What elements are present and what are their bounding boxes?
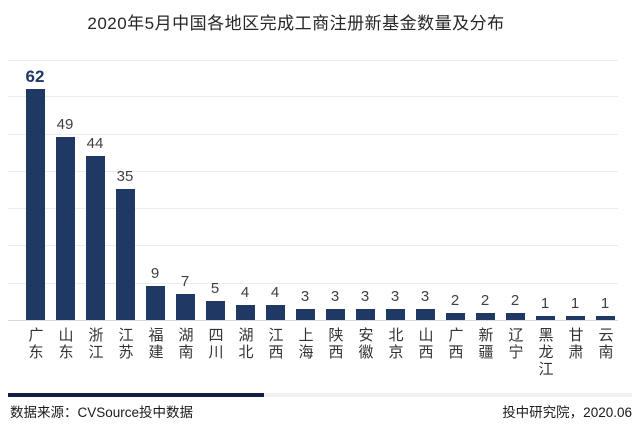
bar-chart: 62 广东 49 山东 44 浙江 35 江苏 9 福建 7 湖南 5 四川 4 湖北 4 江西 3 上海 3 陕西 3 安徽…	[8, 60, 618, 378]
bar-value-label: 3	[420, 288, 430, 305]
bar-category-label: 江西	[266, 327, 284, 361]
bar-value-label: 3	[390, 288, 400, 305]
gridline	[8, 60, 618, 61]
bar-山西	[415, 309, 435, 320]
gridline	[8, 170, 618, 172]
bar-category-label: 湖南	[176, 327, 194, 361]
bar-value-label: 7	[180, 273, 190, 290]
bar-value-label: 4	[240, 284, 250, 301]
gridline	[8, 96, 618, 98]
credit-label: 投中研究院，2020.06	[502, 405, 632, 420]
bar-value-label: 3	[360, 288, 370, 305]
bar-辽宁	[505, 313, 525, 320]
bar-value-label: 2	[510, 292, 520, 309]
bar-广东	[25, 89, 45, 320]
horizontal-scrollbar[interactable]	[8, 393, 632, 397]
bar-value-label: 5	[210, 280, 220, 297]
bar-category-label: 陕西	[326, 327, 344, 361]
bar-value-label: 3	[330, 288, 340, 305]
bar-category-label: 江苏	[116, 327, 134, 361]
bar-北京	[385, 309, 405, 320]
bar-云南	[595, 316, 615, 320]
bar-category-label: 广西	[446, 327, 464, 361]
bar-value-label: 2	[450, 292, 460, 309]
bar-category-label: 浙江	[86, 327, 104, 361]
bar-江苏	[115, 189, 135, 320]
bar-value-label: 1	[600, 295, 610, 312]
x-axis-line	[8, 320, 618, 321]
gridline	[8, 282, 618, 284]
bar-value-label: 3	[300, 288, 310, 305]
bar-value-label: 1	[540, 295, 550, 312]
scrollbar-thumb[interactable]	[8, 393, 264, 397]
bar-category-label: 湖北	[236, 327, 254, 361]
bar-广西	[445, 313, 465, 320]
bar-category-label: 四川	[206, 327, 224, 361]
data-source-label: 数据来源：CVSource投中数据	[10, 405, 194, 420]
bar-甘肃	[565, 316, 585, 320]
bar-category-label: 福建	[146, 327, 164, 361]
chart-title: 2020年5月中国各地区完成工商注册新基金数量及分布	[87, 14, 505, 33]
bar-value-label: 62	[25, 67, 45, 86]
bar-四川	[205, 301, 225, 320]
bar-福建	[145, 286, 165, 320]
bar-江西	[265, 305, 285, 320]
bar-浙江	[85, 156, 105, 320]
bar-上海	[295, 309, 315, 320]
bar-category-label: 黑龙江	[536, 327, 554, 378]
bar-value-label: 9	[150, 265, 160, 282]
bar-新疆	[475, 313, 495, 320]
bar-category-label: 辽宁	[506, 327, 524, 361]
bar-湖南	[175, 294, 195, 320]
bar-山东	[55, 137, 75, 320]
gridline	[8, 133, 618, 135]
bar-category-label: 广东	[26, 327, 44, 361]
bar-陕西	[325, 309, 345, 320]
bar-value-label: 44	[86, 135, 104, 152]
bar-湖北	[235, 305, 255, 320]
bar-category-label: 新疆	[476, 327, 494, 361]
bar-安徽	[355, 309, 375, 320]
gridline	[8, 208, 618, 210]
chart-footer: 数据来源：CVSource投中数据 投中研究院，2020.06	[10, 401, 632, 421]
bar-黑龙江	[535, 316, 555, 320]
bar-category-label: 安徽	[356, 327, 374, 361]
bar-category-label: 山西	[416, 327, 434, 361]
bar-value-label: 2	[480, 292, 490, 309]
bar-category-label: 云南	[596, 327, 614, 361]
bar-category-label: 上海	[296, 327, 314, 361]
gridline	[8, 245, 618, 247]
bar-value-label: 1	[570, 295, 580, 312]
bar-value-label: 35	[116, 168, 134, 185]
bar-value-label: 4	[270, 284, 280, 301]
bar-category-label: 山东	[56, 327, 74, 361]
bar-category-label: 甘肃	[566, 327, 584, 361]
bar-category-label: 北京	[386, 327, 404, 361]
bar-value-label: 49	[56, 116, 74, 133]
